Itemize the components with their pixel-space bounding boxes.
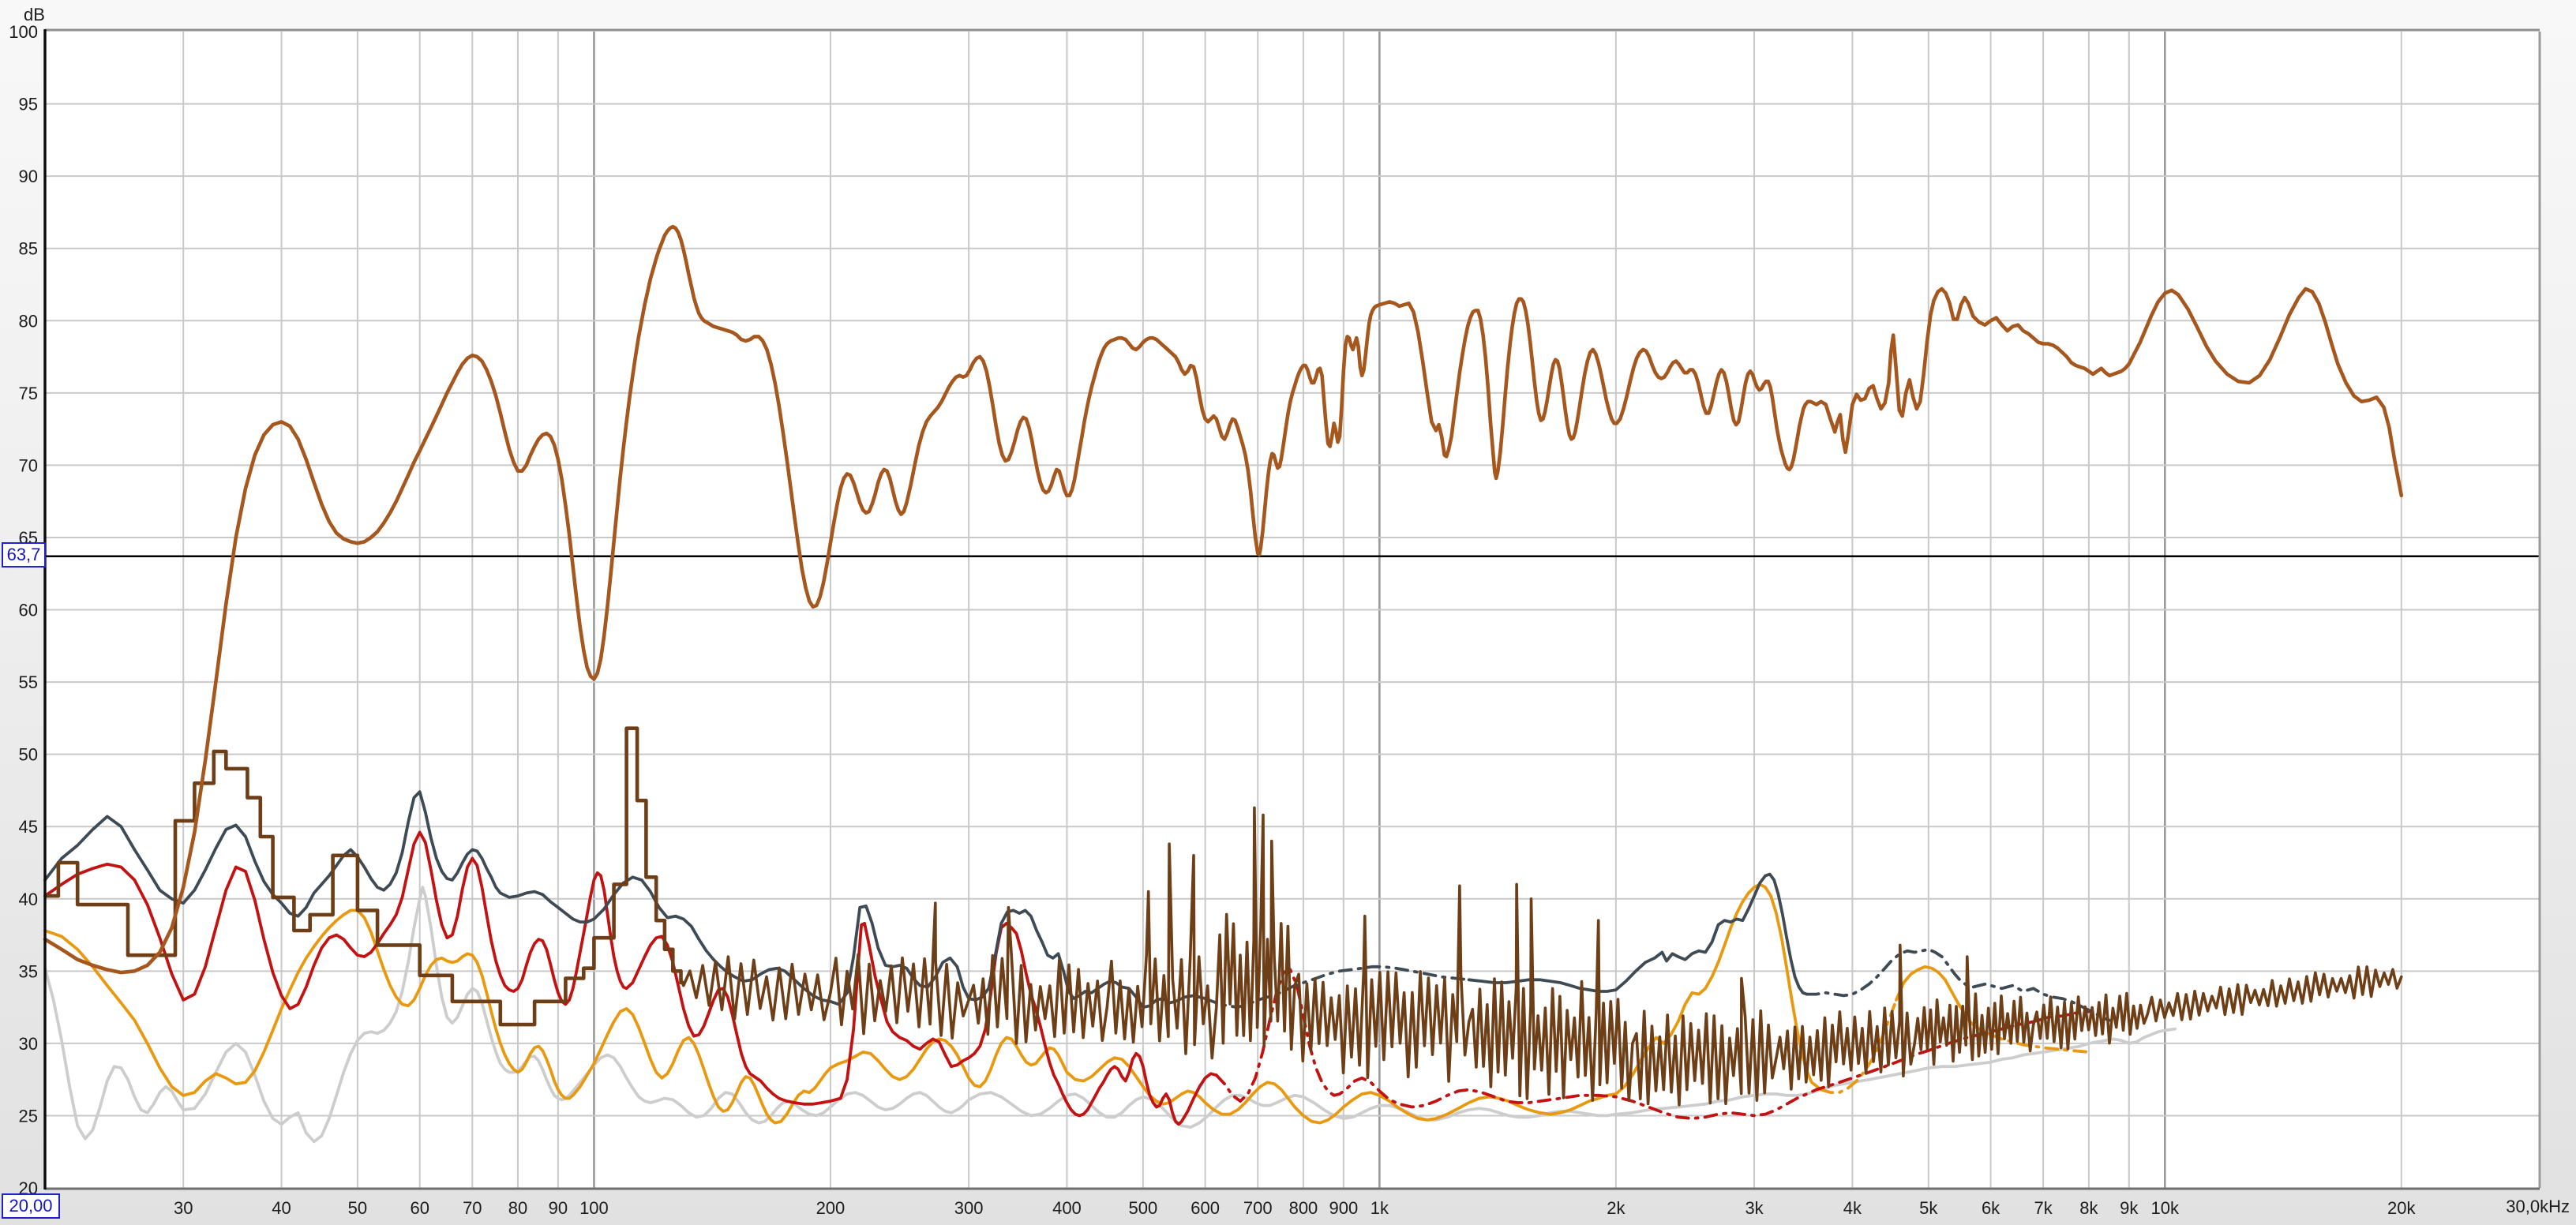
x-tick-label: 9k — [2120, 1198, 2139, 1218]
y-tick-label: 85 — [19, 239, 38, 259]
y-tick-label: 95 — [19, 95, 38, 114]
series-red-response — [43, 830, 1218, 1126]
x-tick-label: 80 — [508, 1198, 527, 1218]
y-tick-label: 35 — [19, 961, 38, 981]
y-tick-label: 70 — [19, 455, 38, 475]
x-axis-min-field[interactable]: 20,00 — [2, 1193, 60, 1219]
y-tick-label: 100 — [9, 22, 38, 42]
series-rta-brown-spectrum — [681, 806, 2403, 1107]
x-tick-label: 30 — [174, 1198, 193, 1218]
series-orange-response — [1989, 1033, 2090, 1054]
y-tick-label: 50 — [19, 745, 38, 765]
target-level-field[interactable]: 63,7 — [2, 542, 46, 568]
x-tick-label: 20k — [2387, 1198, 2416, 1218]
y-tick-label: 90 — [19, 167, 38, 186]
y-tick-label: 55 — [19, 672, 38, 692]
y-tick-label: 30 — [19, 1034, 38, 1054]
x-tick-label: 300 — [954, 1198, 984, 1218]
x-tick-label: 60 — [410, 1198, 429, 1218]
series-slate-response — [1203, 965, 1471, 1009]
series-slate-response — [1467, 872, 1809, 996]
x-tick-label: 10k — [2151, 1198, 2180, 1218]
x-axis-max-label: 30,0kHz — [2506, 1197, 2570, 1216]
x-tick-label: 4k — [1843, 1198, 1862, 1218]
x-tick-label: 400 — [1052, 1198, 1082, 1218]
series-main-response — [43, 224, 2404, 975]
y-tick-label: 40 — [19, 890, 38, 909]
x-tick-label: 90 — [549, 1198, 568, 1218]
series-slate-response — [1805, 947, 2112, 1022]
y-tick-label: 80 — [19, 311, 38, 331]
x-tick-label: 8k — [2079, 1198, 2098, 1218]
x-tick-label: 800 — [1289, 1198, 1318, 1218]
x-tick-label: 200 — [816, 1198, 846, 1218]
x-tick-label: 40 — [272, 1198, 291, 1218]
x-tick-label: 7k — [2034, 1198, 2053, 1218]
x-tick-label: 500 — [1128, 1198, 1157, 1218]
x-tick-label: 700 — [1243, 1198, 1273, 1218]
x-tick-label: 70 — [463, 1198, 482, 1218]
y-tick-label: 45 — [19, 817, 38, 837]
x-tick-label: 2k — [1607, 1198, 1625, 1218]
x-tick-label: 50 — [348, 1198, 367, 1218]
y-tick-label: 25 — [19, 1106, 38, 1126]
x-tick-label: 3k — [1745, 1198, 1764, 1218]
x-tick-label: 6k — [1982, 1198, 2000, 1218]
y-tick-label: 75 — [19, 384, 38, 403]
y-tick-label: 60 — [19, 601, 38, 620]
y-axis-unit-label: dB — [24, 5, 45, 24]
x-tick-label: 1k — [1370, 1198, 1389, 1218]
x-tick-label: 900 — [1329, 1198, 1358, 1218]
x-tick-label: 100 — [579, 1198, 609, 1218]
series-slate-response — [43, 790, 1207, 1009]
x-tick-label: 5k — [1919, 1198, 1938, 1218]
x-tick-label: 600 — [1191, 1198, 1220, 1218]
